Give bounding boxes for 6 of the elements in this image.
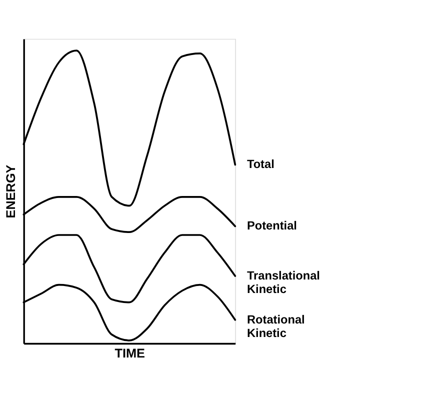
series-label: Potential [246,218,297,233]
series-label: Translational Kinetic [246,268,320,296]
series-label: Rotational Kinetic [246,312,305,340]
x-axis-title: TIME [114,346,145,360]
series-label: Total [246,157,274,172]
y-axis-title: ENERGY [4,164,18,218]
